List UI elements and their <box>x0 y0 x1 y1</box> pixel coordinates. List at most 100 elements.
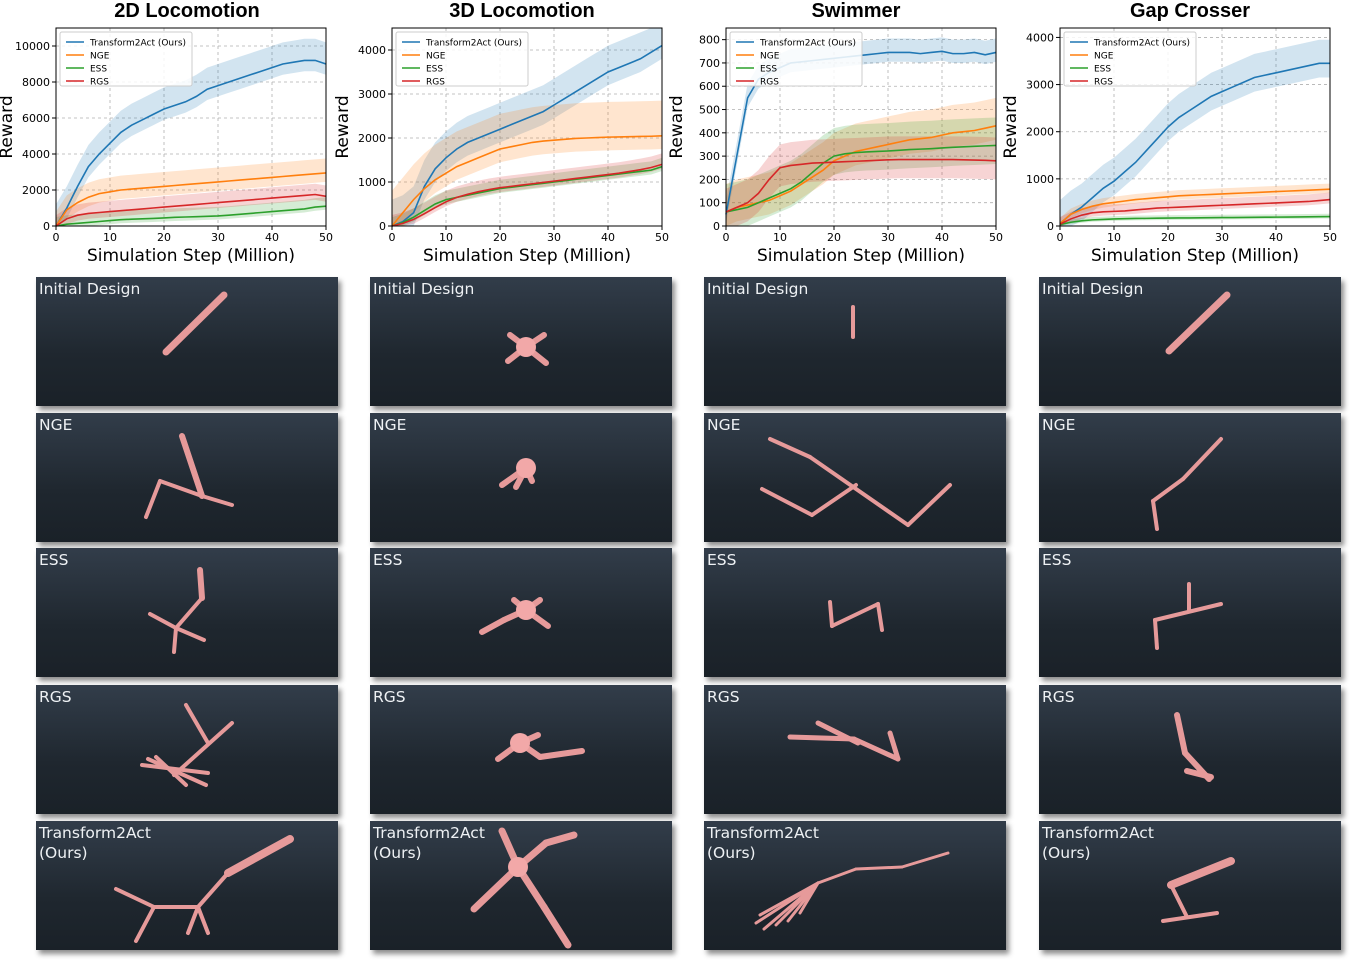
chart-2d-locomotion: 0 10 20 30 40 50 0 2000 4000 6000 8000 10000 Simulat… <box>0 27 333 266</box>
x-tick-label: 10 <box>103 231 117 244</box>
panel-label: Initial Design <box>707 280 809 298</box>
x-tick-label: 40 <box>1269 231 1283 244</box>
panel-label: RGS <box>39 688 72 706</box>
panel-gap-rgs: RGS <box>1039 685 1341 814</box>
y-tick-label: 0 <box>43 220 50 233</box>
panel-label: Initial Design <box>39 280 141 298</box>
y-tick-label: 0 <box>1047 220 1054 233</box>
panel-label: ESS <box>373 551 403 569</box>
series-line-transform2act-ours- <box>1059 62 1330 225</box>
y-tick-label: 800 <box>699 34 720 47</box>
x-tick-label: 30 <box>547 231 561 244</box>
y-tick-label: 4000 <box>22 148 50 161</box>
y-tick-label: 700 <box>699 57 720 70</box>
panel-swimmer-rgs: RGS <box>704 685 1006 814</box>
x-tick-label: 50 <box>319 231 333 244</box>
panel-label: Transform2Act (Ours) <box>707 824 819 862</box>
robot-2d-initial <box>162 291 228 356</box>
legend-label: Transform2Act (Ours) <box>89 39 186 49</box>
legend: Transform2Act (Ours) NGE ESS RGS <box>1063 31 1197 88</box>
panel-label: ESS <box>1042 551 1072 569</box>
panel-label: Transform2Act (Ours) <box>373 824 485 862</box>
panel-label: Transform2Act (Ours) <box>39 824 151 862</box>
y-tick-label: 10000 <box>15 40 50 53</box>
series-band-rgs <box>392 153 662 226</box>
legend: Transform2Act (Ours) NGE ESS RGS <box>59 31 193 88</box>
robot-swimmer-transform2act <box>754 851 950 931</box>
legend-label: NGE <box>1094 52 1114 62</box>
series-line-ess <box>725 144 997 213</box>
panel-swimmer-ess: ESS <box>704 548 1006 677</box>
legend-label: NGE <box>760 52 780 62</box>
series-band-ess <box>392 157 662 226</box>
x-tick-label: 10 <box>773 231 787 244</box>
y-tick-label: 500 <box>699 104 720 117</box>
legend-label: RGS <box>1094 78 1113 88</box>
x-axis-label: Simulation Step (Million) <box>423 246 631 266</box>
y-tick-label: 2000 <box>358 132 386 145</box>
robot-2d-nge <box>144 433 234 519</box>
panel-label: RGS <box>1042 688 1075 706</box>
series-line-rgs <box>55 193 327 227</box>
robot-3d-ess <box>479 597 551 635</box>
series-band-ess <box>726 117 996 226</box>
series-line-rgs <box>725 158 997 213</box>
legend-box <box>729 31 863 87</box>
x-tick-label: 40 <box>601 231 615 244</box>
series-line-nge <box>55 172 327 227</box>
plot-frame <box>391 27 663 227</box>
series-band-transform2act-ours- <box>1060 39 1330 227</box>
robot-2d-transform2act <box>114 835 294 943</box>
legend-box <box>395 31 529 87</box>
legend-label: RGS <box>90 78 109 88</box>
y-tick-label: 200 <box>699 173 720 186</box>
y-tick-label: 100 <box>699 197 720 210</box>
series-line-rgs <box>391 163 663 227</box>
chart-3d-locomotion: 0 10 20 30 40 50 0 1000 2000 3000 4000 Simulation S… <box>333 27 669 266</box>
x-axis-label: Simulation Step (Million) <box>87 246 295 266</box>
series-line-nge <box>391 135 663 227</box>
panel-swimmer-nge: NGE <box>704 413 1006 542</box>
robot-gap-transform2act <box>1161 857 1235 923</box>
series-band-nge <box>56 158 326 226</box>
panel-label: ESS <box>707 551 737 569</box>
legend-label: Transform2Act (Ours) <box>1093 39 1190 49</box>
x-tick-label: 30 <box>881 231 895 244</box>
panel-label: NGE <box>373 416 407 434</box>
panel-gap-initial-design: Initial Design <box>1039 277 1341 406</box>
y-tick-label: 600 <box>699 80 720 93</box>
panel-gap-ess: ESS <box>1039 548 1341 677</box>
panel-2d-initial-design: Initial Design <box>36 277 338 406</box>
panel-label: RGS <box>707 688 740 706</box>
legend: Transform2Act (Ours) NGE ESS RGS <box>395 31 529 88</box>
robot-swimmer-nge <box>760 437 952 527</box>
chart-gap-crosser: 0 10 20 30 40 50 0 1000 2000 3000 4000 Simulation S… <box>1001 27 1337 266</box>
panel-3d-initial-design: Initial Design <box>370 277 672 406</box>
plot-frame <box>55 27 327 227</box>
x-tick-label: 0 <box>1057 231 1064 244</box>
x-tick-label: 20 <box>827 231 841 244</box>
panel-3d-ess: ESS <box>370 548 672 677</box>
legend-box <box>1063 31 1197 87</box>
robot-gap-nge <box>1151 437 1223 531</box>
series-line-nge <box>1059 188 1331 225</box>
y-tick-label: 3000 <box>1026 79 1054 92</box>
panel-label: Initial Design <box>1042 280 1144 298</box>
series-line-transform2act-ours- <box>55 59 327 227</box>
y-tick-label: 6000 <box>22 112 50 125</box>
chart-title-2d-locomotion: 2D Locomotion <box>114 0 260 22</box>
y-tick-label: 1000 <box>1026 173 1054 186</box>
robot-3d-transform2act <box>470 827 578 949</box>
x-tick-label: 20 <box>1161 231 1175 244</box>
legend-label: NGE <box>90 52 110 62</box>
x-tick-label: 20 <box>157 231 171 244</box>
chart-title-swimmer: Swimmer <box>811 0 901 22</box>
panel-swimmer-initial-design: Initial Design <box>704 277 1006 406</box>
robot-2d-ess <box>148 567 206 654</box>
y-tick-label: 300 <box>699 150 720 163</box>
panel-3d-nge: NGE <box>370 413 672 542</box>
robot-2d-rgs <box>140 703 234 787</box>
series-band-transform2act-ours- <box>726 37 996 224</box>
x-tick-label: 10 <box>1107 231 1121 244</box>
x-tick-label: 30 <box>1215 231 1229 244</box>
